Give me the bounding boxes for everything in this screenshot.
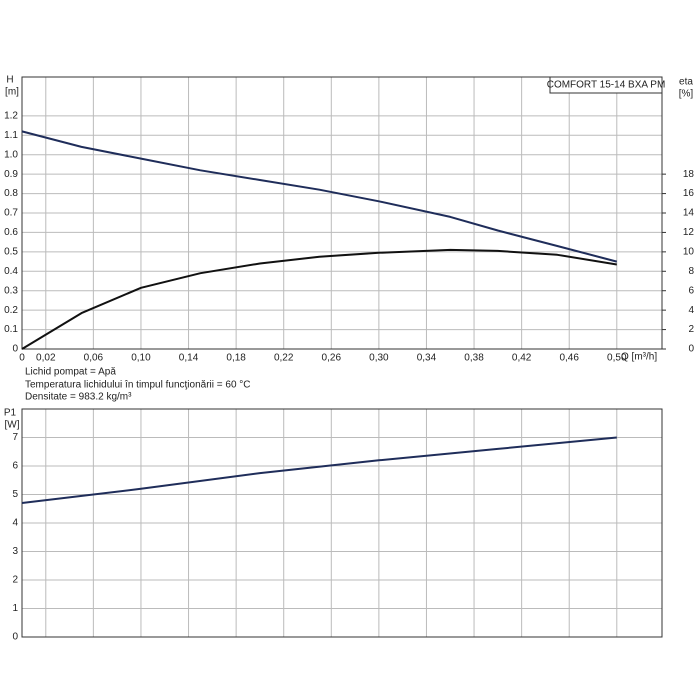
y-label: H [6, 75, 13, 86]
y2-tick-label: 14 [683, 208, 695, 219]
x-tick-label: 0,30 [369, 353, 389, 364]
y-tick-label: 6 [12, 461, 18, 472]
y-tick-label: 0.9 [4, 169, 18, 180]
y-unit: [W] [5, 420, 20, 431]
y2-tick-label: 8 [688, 266, 694, 277]
y-tick-label: 0.5 [4, 246, 18, 257]
y2-label: eta [679, 77, 693, 88]
plot-frame [21, 76, 663, 350]
x-tick-label: 0,14 [179, 353, 199, 364]
y-tick-label: 0 [12, 344, 18, 355]
x-tick-label: 0,46 [559, 353, 579, 364]
y-tick-label: 1.2 [4, 110, 18, 121]
y-tick-label: 0.6 [4, 227, 18, 238]
y-tick-label: 5 [12, 489, 18, 500]
y2-tick-label: 6 [688, 285, 694, 296]
x-tick-label: 0,18 [226, 353, 246, 364]
y2-tick-label: 4 [688, 305, 694, 316]
note: Temperatura lichidului în timpul funcţio… [25, 380, 251, 391]
y-tick-label: 0.3 [4, 285, 18, 296]
x-tick-label: 0,34 [417, 353, 437, 364]
y-tick-label: 1 [12, 603, 18, 614]
y-tick-label: 1.0 [4, 149, 18, 160]
y2-tick-label: 10 [683, 246, 695, 257]
note: Lichid pompat = Apă [25, 367, 116, 378]
series-line [21, 130, 618, 263]
x-tick-label: 0 [19, 353, 25, 364]
y-tick-label: 1.1 [4, 130, 18, 141]
x-tick-label: 0,26 [322, 353, 342, 364]
note: Densitate = 983.2 kg/m³ [25, 392, 132, 403]
y2-tick-label: 18 [683, 169, 695, 180]
y2-tick-label: 16 [683, 188, 695, 199]
y-tick-label: 4 [12, 518, 18, 529]
y-unit: [m] [5, 87, 19, 98]
y-tick-label: 3 [12, 546, 18, 557]
title-box [549, 76, 663, 94]
x-label: Q [m³/h] [621, 352, 657, 363]
x-tick-label: 0,06 [84, 353, 104, 364]
y-tick-label: 0.8 [4, 188, 18, 199]
y2-unit: [%] [679, 89, 694, 100]
x-tick-label: 0,50 [607, 353, 627, 364]
y2-tick-label: 0 [688, 344, 694, 355]
x-tick-label: 0,10 [131, 353, 151, 364]
y-tick-label: 0.4 [4, 266, 18, 277]
y-tick-label: 0 [12, 632, 18, 643]
y-label: P1 [4, 408, 17, 419]
series-line [21, 436, 617, 504]
y-tick-label: 7 [12, 432, 18, 443]
x-tick-label: 0,22 [274, 353, 294, 364]
plot-frame [21, 408, 663, 638]
y-tick-label: 0.7 [4, 208, 18, 219]
x-tick-label: 0,38 [464, 353, 484, 364]
y-tick-label: 2 [12, 575, 18, 586]
y2-tick-label: 12 [683, 227, 695, 238]
y-tick-label: 0.2 [4, 305, 18, 316]
x-tick-label: 0,42 [512, 353, 532, 364]
y2-tick-label: 2 [688, 324, 694, 335]
chart-title: COMFORT 15-14 BXA PM [547, 80, 666, 91]
y-tick-label: 0.1 [4, 324, 18, 335]
x-tick-label: 0,02 [36, 353, 56, 364]
series-line [21, 248, 617, 350]
